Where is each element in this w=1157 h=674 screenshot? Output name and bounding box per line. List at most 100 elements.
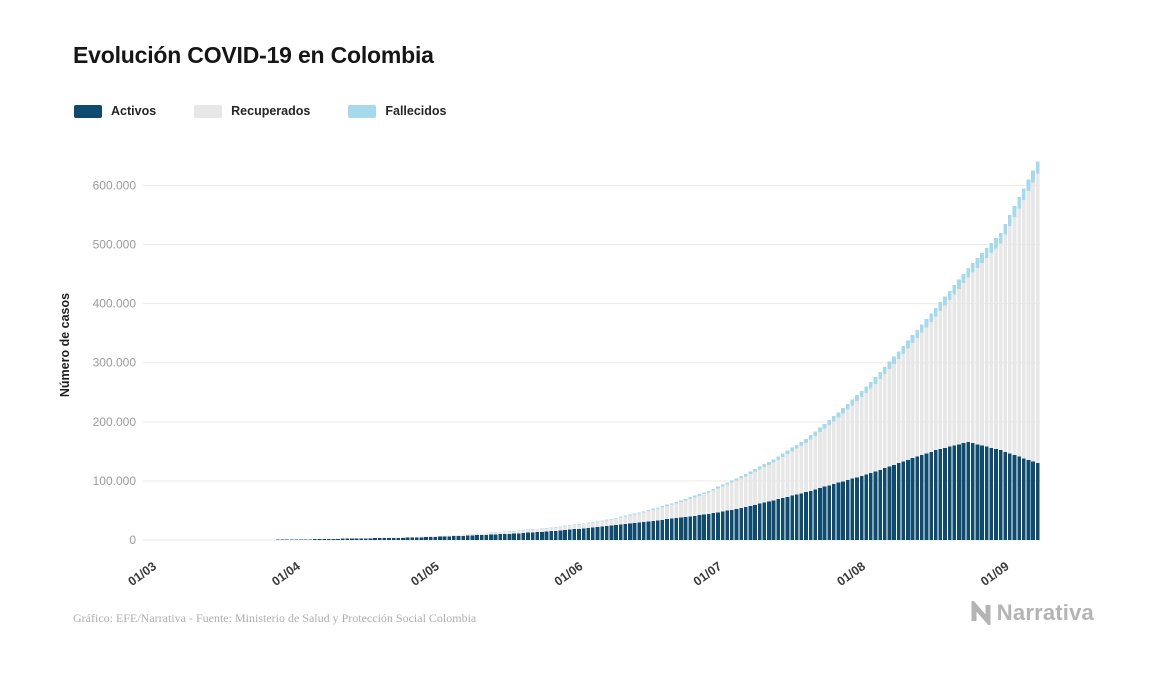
bar-fallecidos xyxy=(655,507,660,509)
bar-recuperados xyxy=(1003,234,1008,452)
bar-activos xyxy=(730,509,734,540)
bar-recuperados xyxy=(507,531,512,534)
bar-activos xyxy=(929,451,933,540)
bar-activos xyxy=(794,494,799,540)
bar-fallecidos xyxy=(799,441,804,446)
bar-activos xyxy=(748,505,753,540)
bar-activos xyxy=(391,537,396,540)
bar-activos xyxy=(549,531,554,540)
bar-activos xyxy=(665,519,669,540)
bar-activos xyxy=(771,500,776,540)
bar-recuperados xyxy=(882,373,887,469)
bar-fallecidos xyxy=(651,508,655,510)
bar-fallecidos xyxy=(674,501,679,504)
bar-activos xyxy=(591,527,595,540)
bar-recuperados xyxy=(739,478,743,509)
y-tick-label: 0 xyxy=(129,533,136,547)
bar-activos xyxy=(716,512,720,540)
bar-activos xyxy=(350,538,354,540)
bar-fallecidos xyxy=(1017,197,1022,209)
bar-activos xyxy=(623,524,628,540)
bar-activos xyxy=(363,538,368,540)
bar-activos xyxy=(919,454,924,540)
bar-fallecidos xyxy=(771,459,776,463)
bar-fallecidos xyxy=(739,476,743,479)
bar-recuperados xyxy=(725,484,730,511)
bar-fallecidos xyxy=(947,290,952,300)
bar-recuperados xyxy=(952,294,957,446)
bar-recuperados xyxy=(572,525,577,530)
bar-recuperados xyxy=(980,262,984,446)
narrativa-icon xyxy=(971,601,991,625)
bar-activos xyxy=(396,537,401,540)
bar-fallecidos xyxy=(887,361,892,369)
bar-activos xyxy=(679,517,683,540)
y-tick-label: 300.000 xyxy=(93,356,137,370)
bar-recuperados xyxy=(716,488,720,513)
bar-activos xyxy=(600,526,604,540)
bar-recuperados xyxy=(549,527,554,532)
bar-activos xyxy=(850,478,855,540)
bar-fallecidos xyxy=(646,510,651,512)
bar-recuperados xyxy=(878,378,882,470)
bar-recuperados xyxy=(600,521,604,527)
bar-recuperados xyxy=(424,536,428,538)
bar-activos xyxy=(1003,451,1008,540)
bar-activos xyxy=(470,535,475,540)
bar-activos xyxy=(475,535,479,540)
bar-recuperados xyxy=(512,531,516,534)
bar-recuperados xyxy=(869,388,873,474)
bar-recuperados xyxy=(743,476,748,507)
bar-activos xyxy=(567,529,572,540)
bar-fallecidos xyxy=(970,263,975,273)
bar-recuperados xyxy=(637,513,642,523)
bar-fallecidos xyxy=(1026,179,1031,192)
bar-recuperados xyxy=(1035,173,1040,464)
bar-activos xyxy=(910,458,915,540)
bar-activos xyxy=(377,538,382,540)
bar-recuperados xyxy=(595,521,600,527)
bar-recuperados xyxy=(544,528,549,532)
bar-recuperados xyxy=(813,435,818,490)
bar-activos xyxy=(1008,453,1012,540)
bar-recuperados xyxy=(720,486,725,512)
bar-activos xyxy=(540,531,544,540)
bar-recuperados xyxy=(929,321,933,452)
bar-fallecidos xyxy=(577,523,581,525)
bar-activos xyxy=(373,538,377,540)
bar-recuperados xyxy=(896,358,901,464)
bar-activos xyxy=(980,445,984,540)
bar-fallecidos xyxy=(808,435,813,440)
bar-fallecidos xyxy=(683,498,688,501)
bar-activos xyxy=(447,536,452,540)
y-tick-label: 500.000 xyxy=(93,238,137,252)
bar-activos xyxy=(526,532,530,540)
bar-recuperados xyxy=(947,299,952,447)
bar-activos xyxy=(702,514,706,540)
bar-recuperados xyxy=(864,392,869,475)
bar-activos xyxy=(804,492,808,540)
x-tick-label: 01/09 xyxy=(978,559,1012,589)
bar-recuperados xyxy=(493,532,498,535)
bar-fallecidos xyxy=(591,521,595,523)
bar-recuperados xyxy=(433,535,438,537)
bar-activos xyxy=(604,525,609,540)
legend-swatch-activos xyxy=(74,104,102,118)
bar-recuperados xyxy=(957,288,961,445)
bar-activos xyxy=(753,504,757,540)
bar-fallecidos xyxy=(869,382,873,389)
bar-fallecidos xyxy=(878,371,882,379)
bar-fallecidos xyxy=(780,453,785,458)
bar-activos xyxy=(401,537,405,540)
bar-recuperados xyxy=(489,532,493,535)
bar-fallecidos xyxy=(873,377,878,384)
legend-label-fallecidos: Fallecidos xyxy=(385,104,447,118)
bar-fallecidos xyxy=(614,517,618,519)
bar-recuperados xyxy=(831,421,836,485)
bar-activos xyxy=(989,447,994,540)
bar-fallecidos xyxy=(924,318,929,328)
bar-recuperados xyxy=(521,530,526,534)
bar-activos xyxy=(442,536,447,540)
bar-recuperados xyxy=(618,517,623,525)
bar-recuperados xyxy=(859,397,864,476)
